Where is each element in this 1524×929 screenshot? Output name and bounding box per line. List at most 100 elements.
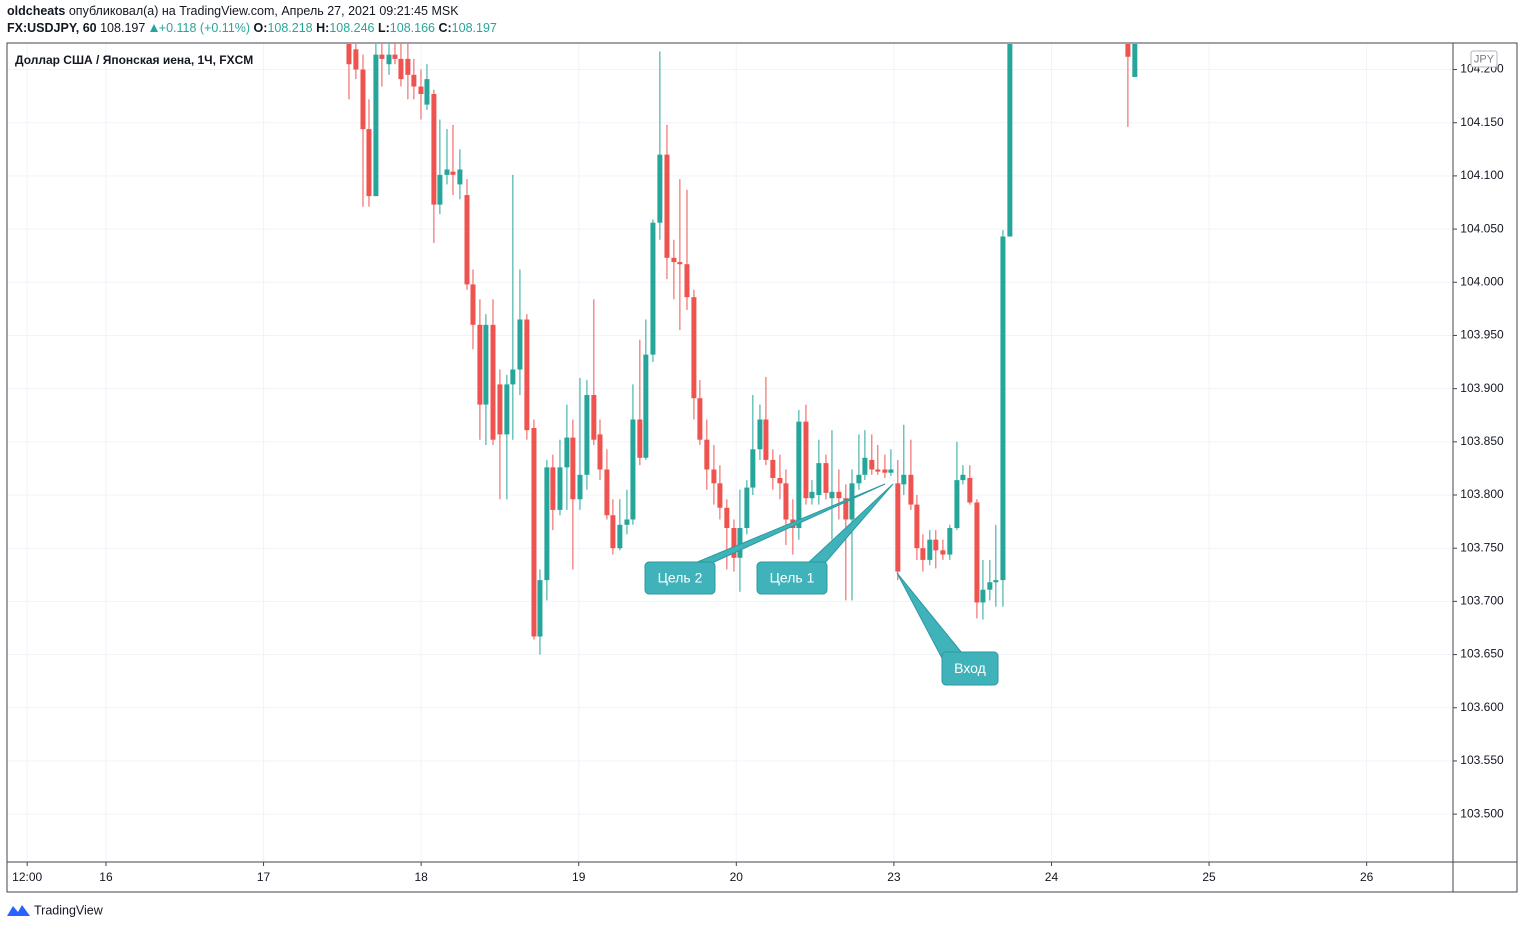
candle-body xyxy=(564,437,570,468)
candle-body xyxy=(895,483,901,572)
candle-body xyxy=(993,580,999,583)
candle-body xyxy=(862,457,868,475)
symbol-line: FX:USDJPY, 60 108.197 +0.118 (+0.11%) O:… xyxy=(7,21,497,35)
y-tick-label: 103.700 xyxy=(1460,594,1504,608)
grid xyxy=(7,44,1453,862)
candle-body xyxy=(829,491,835,499)
candle-body xyxy=(544,467,550,581)
currency-label: JPY xyxy=(1474,53,1495,65)
candle-body xyxy=(450,171,456,175)
candle-body xyxy=(875,469,881,472)
y-tick-label: 103.900 xyxy=(1460,381,1504,395)
candle-body xyxy=(405,58,411,75)
callout-box xyxy=(644,561,716,595)
candle-body xyxy=(684,264,690,298)
candle-body xyxy=(664,154,670,258)
candle-body xyxy=(974,502,980,603)
x-tick-label: 19 xyxy=(572,870,586,884)
publish-line: oldcheats опубликовал(а) на TradingView.… xyxy=(7,4,459,18)
candle-body xyxy=(398,58,404,80)
currency-tag xyxy=(1470,50,1498,68)
candle-body xyxy=(373,54,379,197)
callout-box xyxy=(756,561,828,595)
candle-body xyxy=(557,467,563,510)
candle-body xyxy=(504,384,510,435)
ohlc-value: 108.246 xyxy=(329,21,375,35)
candle-body xyxy=(470,284,476,325)
candle-body xyxy=(630,419,636,520)
overlay: 103.500 103.550 103.600 103.650 103.700 103.7… xyxy=(12,50,1504,884)
candle-body xyxy=(823,463,829,493)
candle-body xyxy=(386,54,392,65)
y-tick-label: 104.100 xyxy=(1460,168,1504,182)
candle-body xyxy=(750,449,756,488)
candle-body xyxy=(967,477,973,503)
y-tick-label: 103.650 xyxy=(1460,647,1504,661)
candle-body xyxy=(724,507,730,528)
y-tick-label: 103.600 xyxy=(1460,700,1504,714)
candle-body xyxy=(531,428,537,637)
candle-body xyxy=(836,491,842,499)
candle-body xyxy=(809,491,815,499)
logo: TradingView xyxy=(7,903,104,917)
candle-body xyxy=(360,69,366,130)
x-tick-label: 18 xyxy=(414,870,428,884)
candle-body xyxy=(856,474,862,484)
callout-label: Цель 1 xyxy=(770,570,815,586)
candle-body xyxy=(510,369,516,385)
candle-body xyxy=(987,582,993,590)
x-tick-label: 24 xyxy=(1045,870,1059,884)
candle-body xyxy=(570,437,576,500)
candle-body xyxy=(457,169,463,185)
candle-body xyxy=(933,539,939,551)
brand: TradingView xyxy=(34,903,104,917)
last-price: 108.197 xyxy=(100,21,146,35)
candle-body xyxy=(711,469,717,484)
candle-body xyxy=(444,169,450,175)
candle-body xyxy=(490,324,496,440)
y-tick-label: 103.500 xyxy=(1460,806,1504,820)
y-tick-label: 104.000 xyxy=(1460,274,1504,288)
candle-body xyxy=(1125,44,1131,57)
ohlc-label: H: xyxy=(316,21,330,35)
candle-body xyxy=(783,483,789,520)
candle-body xyxy=(604,469,610,516)
candle-body xyxy=(392,54,398,59)
candle-body xyxy=(424,79,430,105)
ohlc-label: L: xyxy=(377,21,390,35)
x-tick-label: 16 xyxy=(99,870,113,884)
candle-body xyxy=(637,419,643,458)
candle-body xyxy=(882,469,888,473)
candle-body xyxy=(763,419,769,460)
candle-body xyxy=(744,487,750,528)
ohlc-value: 108.166 xyxy=(389,21,435,35)
candle-body xyxy=(869,459,875,470)
candle-body xyxy=(717,483,723,508)
y-tick-label: 104.050 xyxy=(1460,221,1504,235)
candle-body xyxy=(584,395,590,475)
candle-body xyxy=(777,477,783,484)
candle-body xyxy=(888,469,894,473)
candle-body xyxy=(1000,236,1006,581)
chart-title: Доллар США / Японская иена, 1Ч, FXCM xyxy=(15,53,253,67)
candle-body xyxy=(770,459,776,478)
ohlc-label: O: xyxy=(253,21,268,35)
chart-frame xyxy=(6,42,1518,893)
candle-body xyxy=(731,527,737,558)
candle-body xyxy=(704,439,710,470)
candle-body xyxy=(624,519,630,525)
candle-body xyxy=(803,421,809,499)
candle-body xyxy=(849,483,855,520)
candle-body xyxy=(537,580,543,637)
candle-body xyxy=(483,324,489,405)
candle-body xyxy=(920,548,926,560)
candle-body xyxy=(1132,44,1138,77)
callout-label: Цель 2 xyxy=(658,570,703,586)
candle-body xyxy=(610,515,616,549)
candle-body xyxy=(927,539,933,560)
x-tick-label: 17 xyxy=(257,870,271,884)
candle-body xyxy=(517,319,523,370)
candle-body xyxy=(353,49,359,70)
callout-label: Вход xyxy=(954,660,986,676)
